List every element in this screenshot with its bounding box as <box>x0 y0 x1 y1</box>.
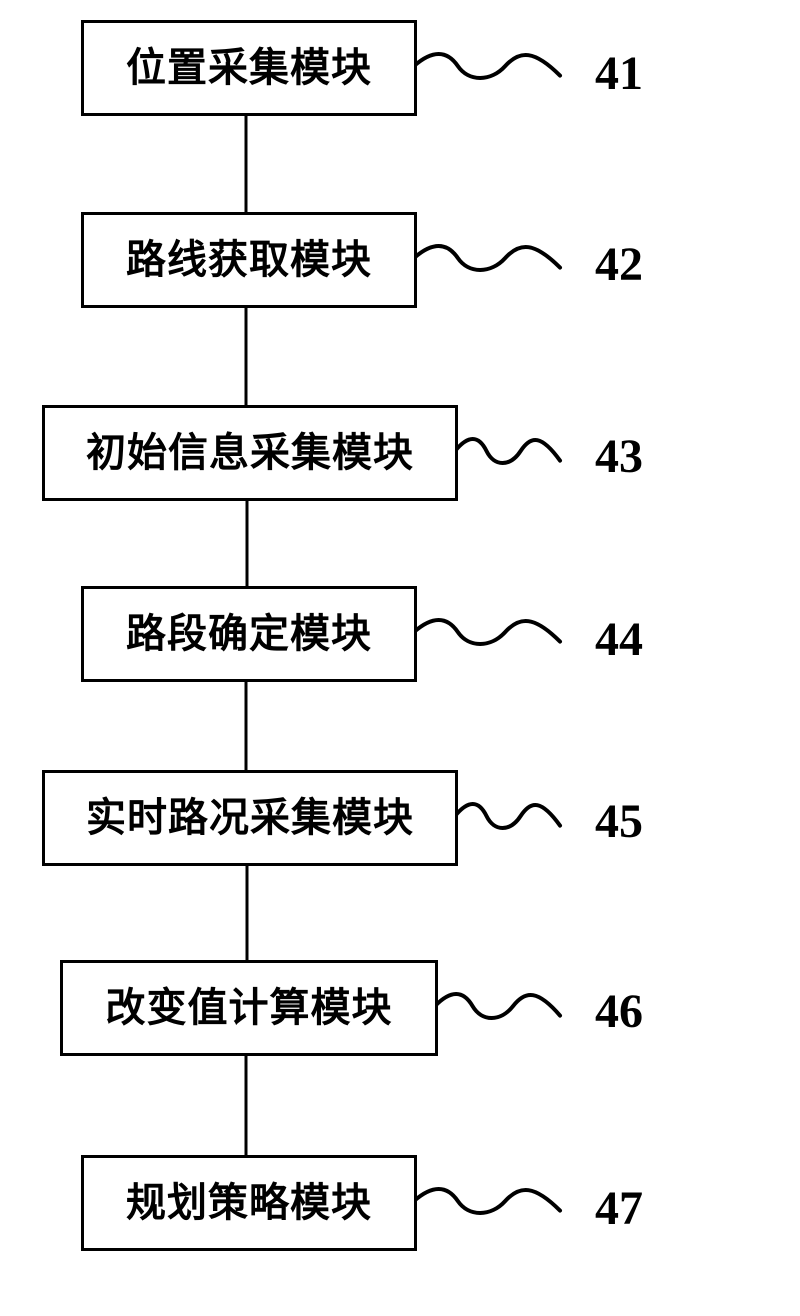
ref-number-44: 44 <box>595 612 643 667</box>
diagram-canvas: 位置采集模块 路线获取模块 初始信息采集模块 路段确定模块 实时路况采集模块 改… <box>0 0 800 1316</box>
node-42-label: 路线获取模块 <box>126 239 372 281</box>
ref-number-41: 41 <box>595 46 643 101</box>
node-41-label: 位置采集模块 <box>126 47 372 89</box>
node-41: 位置采集模块 <box>81 20 417 116</box>
node-44-label: 路段确定模块 <box>126 613 372 655</box>
node-47: 规划策略模块 <box>81 1155 417 1251</box>
ref-number-42: 42 <box>595 237 643 292</box>
node-43: 初始信息采集模块 <box>42 405 458 501</box>
node-45-label: 实时路况采集模块 <box>86 797 414 839</box>
ref-number-47: 47 <box>595 1181 643 1236</box>
node-44: 路段确定模块 <box>81 586 417 682</box>
ref-number-45: 45 <box>595 794 643 849</box>
node-43-label: 初始信息采集模块 <box>86 432 414 474</box>
ref-number-43: 43 <box>595 429 643 484</box>
node-45: 实时路况采集模块 <box>42 770 458 866</box>
node-46-label: 改变值计算模块 <box>106 987 393 1029</box>
node-47-label: 规划策略模块 <box>126 1182 372 1224</box>
ref-number-46: 46 <box>595 984 643 1039</box>
node-46: 改变值计算模块 <box>60 960 438 1056</box>
node-42: 路线获取模块 <box>81 212 417 308</box>
